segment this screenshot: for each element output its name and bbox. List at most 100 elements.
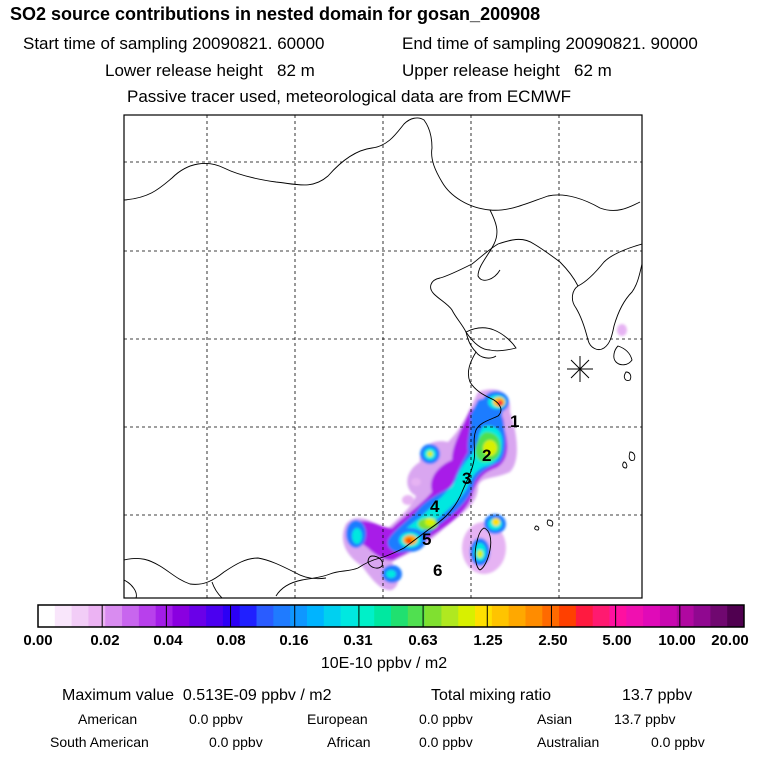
colorbar-swatch bbox=[575, 605, 594, 627]
colorbar-swatch bbox=[659, 605, 678, 627]
blob-mid-yellow bbox=[427, 451, 433, 457]
colorbar bbox=[37, 604, 745, 628]
colorbar-swatch bbox=[239, 605, 257, 627]
coast-china-north bbox=[430, 238, 579, 359]
colorbar-swatch bbox=[626, 605, 644, 627]
region-south-american-value: 0.0 ppbv bbox=[209, 734, 263, 750]
asterisk-icon bbox=[567, 356, 593, 382]
colorbar-swatch bbox=[340, 605, 358, 627]
cluster-west-cyan bbox=[352, 528, 362, 544]
cb-tick-8: 2.50 bbox=[538, 632, 568, 649]
colorbar-swatch bbox=[206, 605, 224, 627]
island-5 bbox=[534, 525, 540, 531]
end-time-label: End time of sampling 20090821. 90000 bbox=[402, 34, 698, 53]
colorbar-swatch bbox=[424, 605, 442, 627]
colorbar-swatch bbox=[306, 605, 325, 627]
hainan bbox=[367, 555, 383, 569]
cb-tick-11: 20.00 bbox=[711, 632, 749, 649]
coast-china-south bbox=[275, 567, 359, 597]
cb-tick-2: 0.04 bbox=[153, 632, 183, 649]
plume-yellow-2 bbox=[425, 518, 435, 526]
colorbar-swatch bbox=[172, 605, 190, 627]
colorbar-frame bbox=[37, 604, 745, 628]
colorbar-swatch bbox=[391, 605, 409, 627]
border-sw-2 bbox=[124, 579, 137, 598]
colorbar-swatch bbox=[357, 605, 375, 627]
colorbar-swatch bbox=[155, 605, 173, 627]
colorbar-swatch bbox=[374, 605, 392, 627]
total-mixing-label: Total mixing ratio bbox=[431, 687, 552, 704]
coastlines bbox=[124, 117, 642, 598]
region-asian-value: 13.7 ppbv bbox=[614, 711, 676, 727]
colorbar-swatch bbox=[189, 605, 207, 627]
cb-tick-9: 5.00 bbox=[602, 632, 632, 649]
colorbar-swatch bbox=[138, 605, 157, 627]
patch-korea bbox=[617, 324, 627, 336]
region-african-value: 0.0 ppbv bbox=[419, 734, 473, 750]
border-sw-3 bbox=[211, 581, 223, 598]
shandong bbox=[465, 327, 517, 352]
region-european-value: 0.0 ppbv bbox=[419, 711, 473, 727]
lower-release-label: Lower release height 82 m bbox=[105, 61, 315, 80]
colorbar-swatch bbox=[38, 605, 56, 627]
colorbar-swatch bbox=[71, 605, 89, 627]
cb-tick-4: 0.16 bbox=[279, 632, 309, 649]
border-north bbox=[124, 117, 641, 211]
source-label-5: 5 bbox=[422, 530, 431, 549]
colorbar-swatch bbox=[441, 605, 459, 627]
plume-blue bbox=[387, 397, 506, 553]
colorbar-swatch bbox=[508, 605, 526, 627]
taiwan bbox=[474, 527, 492, 571]
island-4 bbox=[546, 519, 554, 527]
colorbar-swatch bbox=[475, 605, 493, 627]
colorbar-swatch bbox=[222, 605, 241, 627]
island-3 bbox=[622, 461, 628, 469]
region-asian-name: Asian bbox=[537, 711, 573, 727]
colorbar-swatch bbox=[256, 605, 274, 627]
region-american-name: American bbox=[78, 711, 138, 727]
coast-china-east bbox=[357, 351, 502, 569]
hotspot-tw-yellow-top bbox=[492, 518, 500, 526]
border-ne bbox=[477, 209, 501, 281]
region-australian-value: 0.0 ppbv bbox=[651, 734, 705, 750]
kyushu bbox=[613, 345, 633, 366]
colorbar-units: 10E-10 ppbv / m2 bbox=[320, 655, 448, 672]
graticule bbox=[124, 115, 642, 598]
colorbar-swatch bbox=[525, 605, 543, 627]
colorbar-swatch bbox=[693, 605, 711, 627]
source-label-1: 1 bbox=[510, 412, 519, 431]
total-mixing-value: 13.7 ppbv bbox=[622, 687, 693, 704]
tracer-note: Passive tracer used, meteorological data… bbox=[127, 87, 572, 106]
island-1 bbox=[623, 371, 632, 381]
colorbar-swatch bbox=[491, 605, 510, 627]
source-label-3: 3 bbox=[462, 469, 471, 488]
patch-mid bbox=[402, 495, 414, 505]
colorbar-swatch bbox=[290, 605, 308, 627]
hotspot-5-red bbox=[406, 538, 412, 544]
upper-release-label: Upper release height 62 m bbox=[402, 61, 612, 80]
colorbar-swatch bbox=[88, 605, 106, 627]
cb-tick-0: 0.00 bbox=[23, 632, 53, 649]
colorbar-swatch bbox=[323, 605, 341, 627]
max-value-label: Maximum value 0.513E-09 ppbv / m2 bbox=[62, 687, 332, 704]
colorbar-swatch bbox=[105, 605, 123, 627]
cluster-sw-cyan bbox=[386, 570, 396, 578]
patch-mid-2 bbox=[411, 478, 421, 486]
colorbar-swatch bbox=[727, 605, 745, 627]
source-label-4: 4 bbox=[430, 497, 440, 516]
colorbar-swatch bbox=[592, 605, 610, 627]
cb-tick-6: 0.63 bbox=[408, 632, 438, 649]
source-label-6: 6 bbox=[433, 561, 442, 580]
island-2 bbox=[628, 451, 636, 461]
region-american-value: 0.0 ppbv bbox=[189, 711, 243, 727]
map-frame bbox=[123, 114, 643, 599]
colorbar-swatch bbox=[710, 605, 728, 627]
region-african-name: African bbox=[327, 734, 371, 750]
colorbar-swatch bbox=[273, 605, 291, 627]
cb-tick-1: 0.02 bbox=[90, 632, 120, 649]
colorbar-swatch bbox=[542, 605, 560, 627]
colorbar-swatch bbox=[122, 605, 140, 627]
region-european-name: European bbox=[307, 711, 368, 727]
plume-yellow-1 bbox=[483, 440, 497, 456]
